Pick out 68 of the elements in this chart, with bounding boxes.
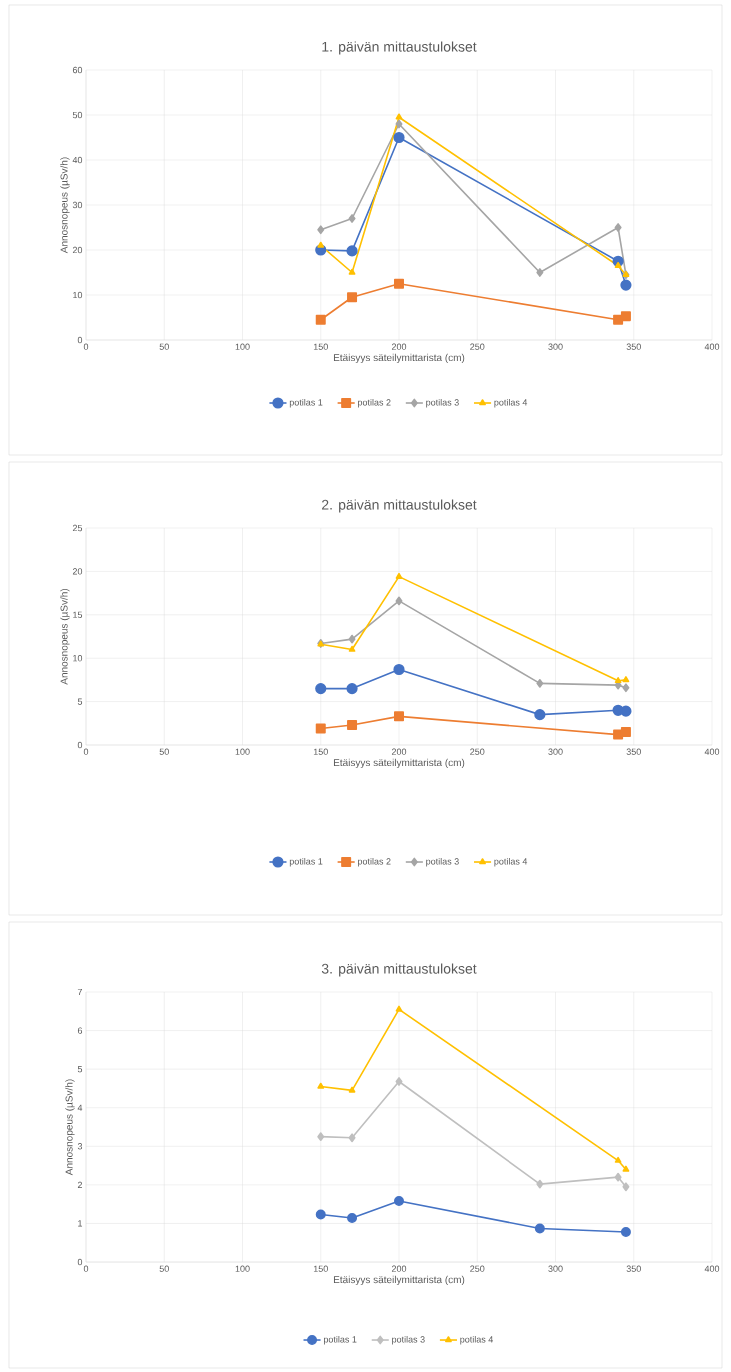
y-tick-label: 60 [72,66,83,74]
x-tick-label: 350 [626,343,641,350]
chart-title: 3. päivän mittaustulokset [321,963,477,977]
chart-title: 1. päivän mittaustulokset [322,41,477,55]
x-tick-label: 150 [313,748,328,755]
x-axis-title: Etäisyys säteilymittarista (cm) [333,1275,465,1286]
x-tick-label: 400 [704,1265,720,1272]
x-tick-label: 50 [159,1265,169,1272]
x-tick-label: 0 [83,748,89,755]
legend-label: potilas 2 [358,398,391,408]
y-tick-label: 40 [72,156,83,164]
x-tick-label: 150 [313,343,328,350]
legend-label: potilas 1 [323,1336,357,1345]
x-tick-label: 400 [704,343,720,350]
y-tick-label: 50 [72,111,83,119]
legend-label: potilas 4 [494,398,528,408]
y-tick-label: 10 [73,655,83,662]
x-tick-label: 300 [548,1265,563,1272]
x-tick-label: 250 [470,748,485,755]
legend-label: potilas 2 [358,858,391,867]
x-tick-label: 100 [235,343,250,350]
y-tick-label: 10 [73,291,83,299]
y-tick-label: 30 [72,201,83,209]
y-tick-label: 3 [77,1143,83,1150]
legend-label: potilas 1 [289,858,323,867]
y-tick-label: 4 [77,1104,83,1111]
y-axis-title: Annosnopeus (µSv/h) [60,157,70,254]
y-tick-label: 0 [77,741,83,749]
y-tick-label: 2 [77,1181,83,1189]
y-tick-label: 5 [77,1066,83,1073]
y-axis-title: Annosnopeus (µSv/h) [65,1079,75,1176]
x-axis-title: Etäisyys säteilymittarista (cm) [333,758,465,769]
x-tick-label: 350 [626,748,641,755]
x-tick-label: 150 [313,1265,328,1272]
legend-label: potilas 3 [426,858,459,867]
x-tick-label: 350 [626,1265,641,1272]
legend-label: potilas 3 [392,1336,425,1345]
y-tick-label: 25 [72,524,83,532]
x-axis-title: Etäisyys säteilymittarista (cm) [333,353,465,364]
legend-label: potilas 3 [426,398,459,408]
x-tick-label: 100 [235,748,250,755]
x-tick-label: 250 [470,1265,485,1272]
x-tick-label: 300 [548,343,563,350]
y-tick-label: 7 [77,988,83,996]
legend-label: potilas 4 [494,858,528,867]
y-tick-label: 6 [77,1027,83,1034]
x-tick-label: 200 [391,748,407,755]
y-tick-label: 0 [77,336,83,344]
x-tick-label: 100 [235,1265,250,1272]
y-tick-label: 5 [77,698,83,705]
y-tick-label: 0 [77,1258,83,1266]
chart-title: 2. päivän mittaustulokset [322,499,477,513]
y-tick-label: 20 [72,246,83,254]
x-tick-label: 0 [83,1265,89,1272]
y-tick-label: 1 [78,1220,83,1227]
x-tick-label: 300 [548,748,563,755]
y-axis-title: Annosnopeus (µSv/h) [60,588,70,685]
legend-label: potilas 4 [460,1336,494,1345]
x-tick-label: 250 [470,343,485,350]
legend-label: potilas 1 [289,398,323,408]
x-tick-label: 50 [159,748,169,755]
y-tick-label: 20 [72,568,83,575]
x-tick-label: 400 [704,748,720,755]
x-tick-label: 200 [391,1265,407,1272]
y-tick-label: 15 [73,611,83,618]
x-tick-label: 0 [83,343,89,350]
x-tick-label: 50 [159,343,169,350]
x-tick-label: 200 [391,343,407,350]
